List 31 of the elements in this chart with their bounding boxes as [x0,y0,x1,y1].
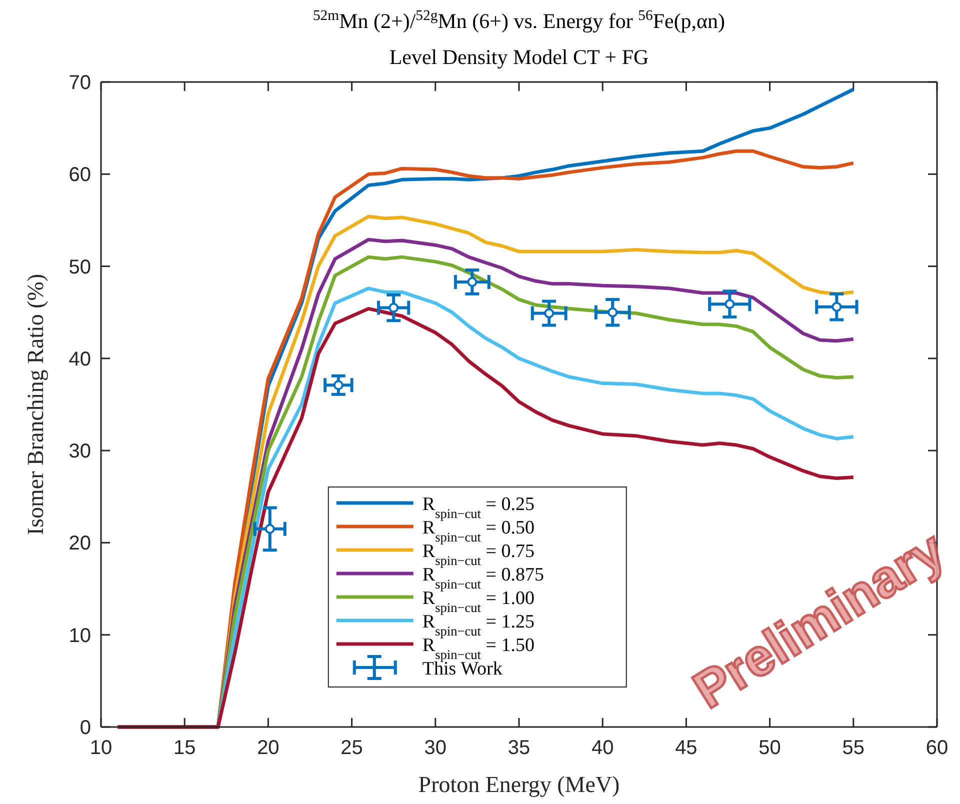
y-tick-label: 10 [68,624,91,647]
x-tick-label: 50 [758,737,781,759]
chart-title: $^{52m}$Mn (2+)/$^{52g}$Mn (6+) vs. Energy for $^{56}$Fe(p,αn) [312,8,726,33]
x-tick-label: 45 [675,737,698,759]
y-axis-title: Isomer Branching Ratio (%) [23,274,48,536]
point [832,302,842,312]
x-tick-label: 30 [424,737,447,759]
x-axis-title: Proton Energy (MeV) [418,772,620,797]
y-tick-label: 40 [68,348,91,370]
point [264,524,275,534]
point [724,299,735,310]
chart-subtitle: Level Density Model CT + FG [389,45,649,69]
point [467,276,478,287]
x-tick-label: 55 [842,737,865,759]
x-tick-label: 60 [926,737,948,759]
x-tick-label: 10 [90,737,112,759]
legend-label: R$_{spin−cut}$ = 0.25 [422,494,534,520]
x-tick-label: 40 [591,737,614,759]
y-tick-label: 50 [68,256,91,278]
y-tick-label: 20 [68,532,91,555]
point [388,302,399,313]
point [544,308,554,318]
y-tick-label: 60 [68,164,91,186]
point [608,307,618,318]
x-tick-label: 25 [340,737,363,759]
y-tick-label: 70 [68,72,91,94]
x-tick-label: 35 [508,737,530,759]
y-tick-label: 0 [80,717,91,739]
x-tick-label: 20 [257,737,280,759]
y-tick-label: 30 [68,440,91,463]
x-tick-label: 15 [173,737,196,759]
